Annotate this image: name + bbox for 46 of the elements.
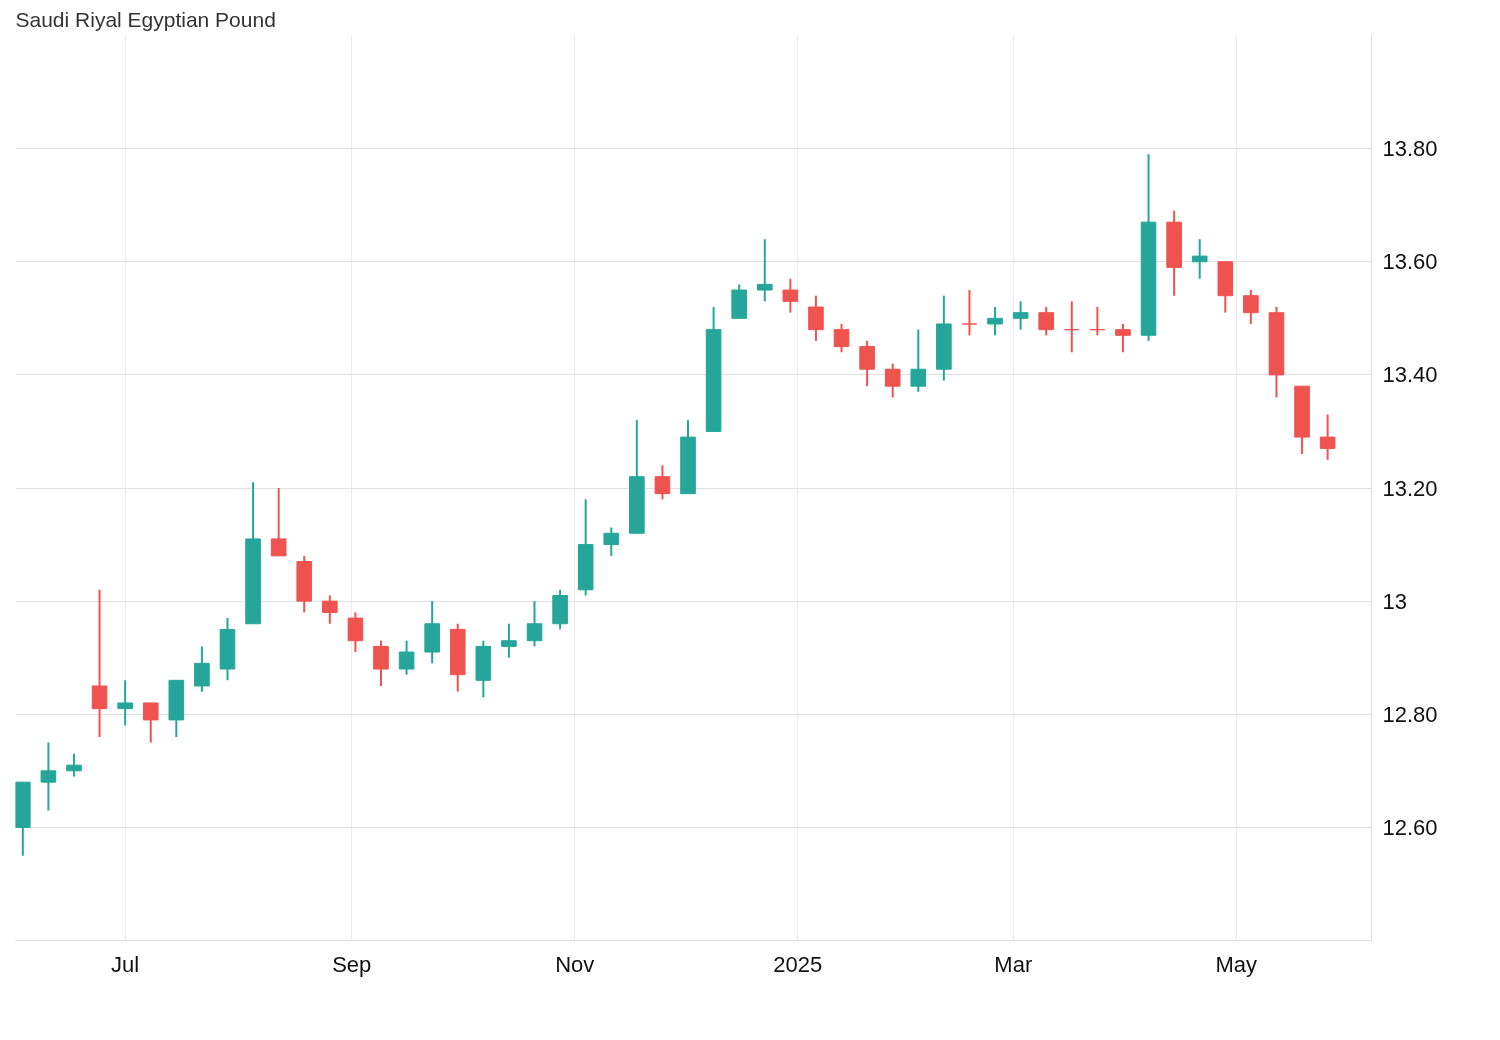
candlestick xyxy=(66,752,82,778)
candlestick xyxy=(1012,300,1029,331)
candlestick xyxy=(194,645,210,693)
candlestick xyxy=(808,294,824,342)
y-tick-label: 12.80 xyxy=(1382,701,1438,727)
candlestick xyxy=(884,362,901,399)
x-tick-label: May xyxy=(1215,951,1258,977)
y-tick-label: 12.60 xyxy=(1382,814,1438,840)
candlestick xyxy=(1063,300,1080,354)
x-tick-label: Mar xyxy=(994,951,1033,977)
candlestick xyxy=(398,639,415,676)
candlestick xyxy=(270,487,287,557)
x-tick-label: Sep xyxy=(332,951,372,977)
candlestick xyxy=(987,306,1003,337)
candlestick xyxy=(373,639,389,687)
candlestick xyxy=(1089,306,1106,337)
y-tick-label: 13.60 xyxy=(1382,249,1438,275)
candlestick xyxy=(961,289,978,337)
candlestick xyxy=(1191,238,1208,280)
candlestick xyxy=(654,464,671,501)
candlestick xyxy=(91,588,108,738)
candlestick xyxy=(501,622,517,659)
candlestick xyxy=(1038,306,1055,337)
candlestick xyxy=(1243,289,1259,325)
x-tick-label: Jul xyxy=(111,951,140,977)
candlestick xyxy=(1319,413,1336,461)
y-tick-label: 13.80 xyxy=(1382,136,1438,162)
candlestick xyxy=(322,594,338,625)
candlestick xyxy=(117,679,133,727)
candlestick xyxy=(782,277,799,314)
candlestick xyxy=(603,526,620,557)
candlestick xyxy=(142,701,159,744)
candlestick xyxy=(1115,322,1131,354)
candlestick xyxy=(859,339,875,388)
candlestick xyxy=(347,611,364,654)
candlestick xyxy=(40,741,57,812)
candlestick xyxy=(910,328,927,393)
x-tick-label: Nov xyxy=(555,951,595,977)
candlestick xyxy=(526,600,543,648)
y-tick-label: 13.40 xyxy=(1382,362,1438,388)
y-tick-label: 13 xyxy=(1382,588,1407,614)
candlestick xyxy=(756,238,773,303)
candlestick xyxy=(833,322,850,354)
chart-title: Saudi Riyal Egyptian Pound xyxy=(15,7,276,31)
y-tick-label: 13.20 xyxy=(1382,475,1438,501)
x-tick-label: 2025 xyxy=(773,951,823,977)
